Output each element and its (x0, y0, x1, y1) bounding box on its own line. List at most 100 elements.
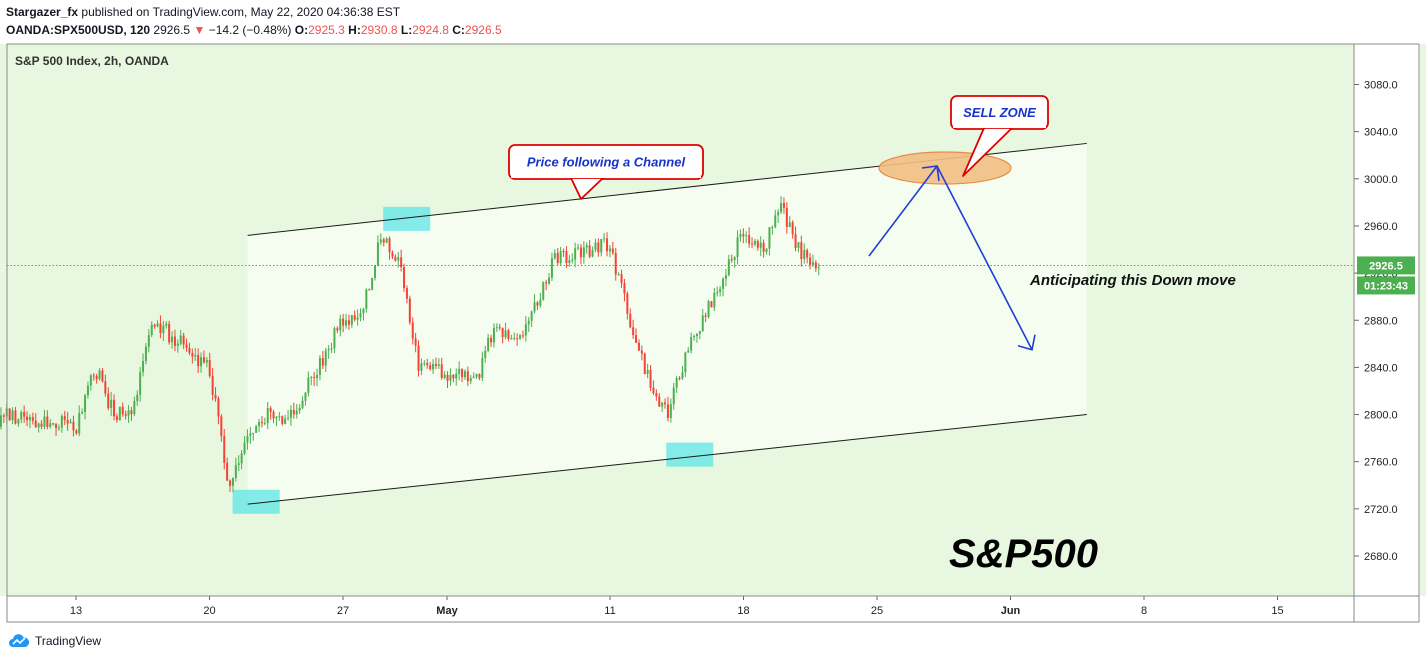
candle-up (266, 408, 269, 424)
candle-down (751, 243, 754, 245)
y-tick-label: 3080.0 (1364, 80, 1398, 92)
candle-up (133, 401, 136, 415)
candle-down (652, 387, 655, 394)
candle-down (313, 376, 316, 379)
low-label: L: (400, 23, 413, 37)
candle-up (304, 392, 307, 401)
candle-down (8, 408, 11, 421)
candle-down (794, 234, 797, 248)
candle-down (159, 323, 162, 334)
candle-down (414, 338, 417, 346)
x-tick-label: Jun (1001, 605, 1021, 617)
candle-down (536, 302, 539, 306)
candle-up (600, 238, 603, 253)
price-scale-background (1354, 44, 1420, 596)
candle-up (724, 275, 727, 279)
candle-down (806, 249, 809, 258)
candle-down (281, 416, 284, 424)
candle-up (495, 327, 498, 329)
x-tick-label: 25 (871, 605, 883, 617)
candle-down (208, 359, 211, 376)
candle-down (55, 424, 58, 428)
candle-up (722, 278, 725, 289)
candle-down (72, 421, 75, 431)
candle-up (379, 239, 382, 243)
candle-up (263, 423, 266, 425)
candle-up (681, 372, 684, 379)
candle-up (727, 259, 730, 276)
candle-up (608, 248, 611, 252)
candle-up (803, 249, 806, 260)
candle-down (800, 242, 803, 260)
candle-up (49, 423, 52, 427)
channel-callout: Price following a Channel (508, 144, 704, 200)
channel-touch-box (666, 442, 714, 467)
candle-down (115, 416, 118, 421)
candle-down (211, 375, 214, 395)
candle-up (690, 337, 693, 351)
candle-down (220, 416, 223, 437)
candle-up (774, 215, 777, 228)
candle-down (440, 364, 443, 378)
candle-up (298, 407, 301, 411)
x-tick-label: May (436, 605, 458, 617)
candle-down (466, 371, 469, 382)
symbol-label[interactable]: OANDA:SPX500USD, 120 (6, 23, 151, 37)
candle-up (530, 311, 533, 321)
candle-up (258, 422, 261, 427)
candle-down (124, 414, 127, 416)
chart-title: S&P 500 Index, 2h, OANDA (15, 54, 169, 68)
candle-down (408, 298, 411, 323)
candle-up (733, 257, 736, 260)
candle-up (78, 413, 81, 434)
candle-up (443, 374, 446, 378)
candle-down (516, 338, 519, 340)
candle-down (188, 347, 191, 353)
candle-up (86, 385, 89, 396)
candle-up (301, 400, 304, 408)
candle-down (101, 370, 104, 382)
candle-down (814, 262, 817, 269)
candle-down (347, 320, 350, 325)
candle-up (449, 374, 452, 381)
last-price-tag-label: 2926.5 (1369, 260, 1403, 272)
author-name[interactable]: Stargazer_fx (6, 5, 79, 19)
candle-up (420, 363, 423, 371)
candle-up (687, 350, 690, 353)
candle-up (284, 418, 287, 424)
candle-up (350, 315, 353, 325)
candle-up (542, 282, 545, 300)
candle-up (359, 313, 362, 318)
anticipation-note: Anticipating this Down move (1029, 272, 1236, 289)
candle-up (118, 406, 121, 421)
candle-up (287, 417, 290, 419)
candle-down (226, 462, 229, 481)
candle-down (461, 368, 464, 378)
candle-up (475, 374, 478, 377)
candle-up (139, 372, 142, 395)
candle-up (365, 289, 368, 309)
candle-up (179, 335, 182, 344)
tradingview-logo[interactable]: TradingView (8, 634, 101, 648)
candle-down (382, 239, 385, 243)
x-tick-label: 11 (604, 605, 615, 617)
candle-up (519, 335, 522, 339)
candle-up (771, 227, 774, 229)
candle-up (69, 421, 72, 424)
candle-up (777, 211, 780, 216)
candle-up (548, 277, 551, 284)
candle-up (745, 235, 748, 237)
candle-down (173, 336, 176, 346)
projection-down-arrow (936, 165, 1033, 351)
candle-down (411, 322, 414, 339)
candle-up (156, 323, 159, 327)
y-tick-label: 3000.0 (1364, 174, 1398, 186)
open-label: O: (294, 23, 309, 37)
candle-up (432, 363, 435, 370)
candle-up (60, 416, 63, 428)
candle-down (66, 420, 69, 424)
candle-down (202, 357, 205, 363)
candle-up (127, 410, 130, 416)
candle-up (147, 335, 150, 347)
